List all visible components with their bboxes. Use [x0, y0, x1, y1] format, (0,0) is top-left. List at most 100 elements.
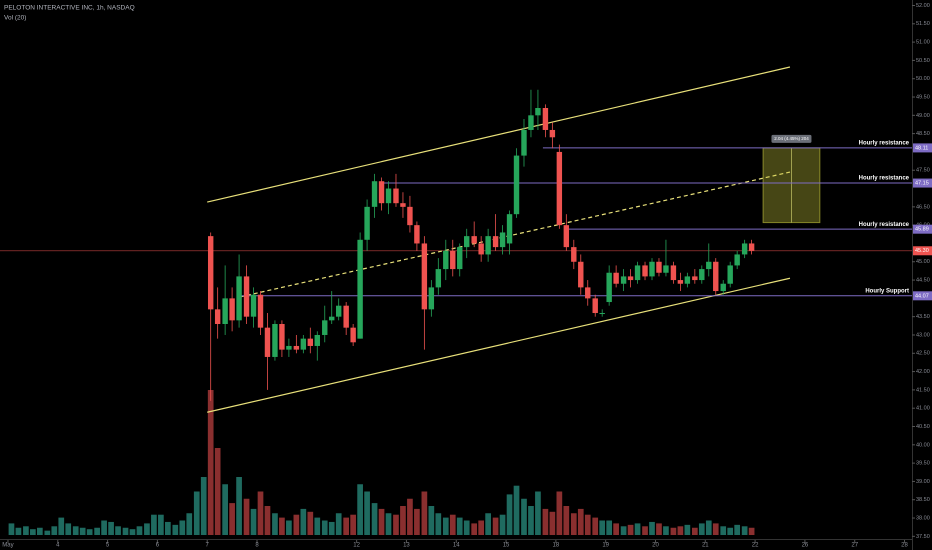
volume-bar	[15, 527, 22, 535]
candle-body	[314, 334, 320, 346]
candle-body	[250, 294, 257, 317]
candle-body	[457, 247, 463, 270]
volume-bar	[670, 527, 677, 535]
candle-body	[677, 280, 684, 284]
volume-bar	[293, 514, 300, 535]
candle-body	[478, 243, 484, 255]
x-tick-label: 22	[752, 543, 759, 549]
candle-body	[656, 261, 662, 273]
volume-bar	[72, 526, 79, 535]
x-tick-label: 12	[353, 543, 360, 549]
y-tick-label: 40.00	[916, 442, 930, 448]
level-text: Hourly Support	[865, 288, 909, 294]
indicator-label: Vol (20)	[4, 15, 26, 22]
x-tick-label: 7	[206, 543, 210, 549]
volume-bar	[51, 526, 58, 535]
volume-bar	[8, 523, 15, 535]
volume-bar	[414, 508, 420, 535]
candle-body	[350, 327, 356, 343]
candle-body	[421, 243, 428, 310]
volume-bar	[37, 527, 43, 535]
volume-bar	[741, 526, 748, 535]
candle-body	[443, 250, 449, 270]
level-text: Hourly resistance	[859, 176, 910, 182]
candle-body	[492, 236, 499, 248]
volume-bar	[606, 520, 613, 535]
candle-body	[549, 129, 556, 138]
candle-body	[649, 261, 655, 277]
candle-body	[734, 254, 740, 266]
x-tick-label: 27	[851, 543, 858, 549]
candle-body	[613, 272, 619, 284]
candle-body	[670, 265, 677, 281]
y-tick-label: 52.00	[916, 3, 930, 9]
level-price-label: 44.07	[915, 293, 929, 299]
candle-body	[357, 239, 363, 339]
volume-bar	[393, 514, 399, 535]
candle-body	[620, 276, 627, 284]
volume-bar	[656, 523, 662, 535]
volume-bar	[44, 530, 51, 535]
volume-bar	[300, 508, 307, 535]
volume-bar	[535, 491, 541, 535]
candle-body	[214, 309, 221, 324]
x-tick-label: 28	[901, 543, 908, 549]
volume-bar	[506, 494, 513, 535]
candle-body	[642, 265, 648, 277]
candle-body	[471, 236, 477, 244]
volume-bar	[456, 517, 463, 535]
volume-bar	[613, 523, 619, 535]
candle-body	[393, 188, 399, 204]
volume-bar	[264, 506, 271, 535]
candle-body	[599, 313, 605, 315]
volume-bar	[677, 526, 684, 535]
x-tick-label: 6	[156, 543, 160, 549]
candle-body	[571, 247, 577, 262]
y-tick-label: 45.00	[916, 259, 930, 265]
x-tick-label: 18	[553, 543, 560, 549]
candle-body	[542, 108, 549, 130]
candle-body	[243, 276, 250, 317]
x-tick-label: 5	[106, 543, 110, 549]
chart-title: PELOTON INTERACTIVE INC, 1h, NASDAQ	[4, 5, 135, 12]
volume-bar	[720, 526, 727, 535]
volume-bar	[165, 521, 171, 535]
volume-bar	[314, 517, 321, 535]
candle-body	[521, 129, 527, 156]
candle-body	[606, 272, 612, 303]
volume-bar	[592, 517, 599, 535]
y-tick-label: 41.00	[916, 406, 930, 412]
volume-bar	[350, 514, 356, 535]
candle-body	[414, 225, 420, 244]
y-tick-label: 46.50	[916, 204, 930, 210]
y-tick-label: 39.50	[916, 461, 930, 467]
volume-bar	[272, 513, 278, 535]
volume-bar	[400, 506, 406, 535]
volume-bar	[328, 521, 335, 535]
y-tick-label: 38.50	[916, 497, 930, 503]
volume-bar	[698, 523, 705, 535]
x-tick-label: 14	[453, 543, 460, 549]
candle-body	[748, 243, 755, 251]
candle-body	[578, 261, 584, 288]
x-tick-label: 26	[802, 543, 809, 549]
volume-bar	[528, 506, 534, 535]
candle-body	[499, 232, 506, 248]
volume-bar	[214, 448, 221, 535]
volume-bar	[584, 514, 591, 535]
volume-bar	[243, 498, 250, 535]
volume-bar	[599, 520, 606, 535]
volume-bar	[428, 506, 435, 535]
x-tick-label: 21	[702, 543, 709, 549]
candle-body	[385, 188, 392, 204]
candle-body	[727, 265, 733, 284]
candle-body	[293, 345, 300, 350]
volume-bar	[335, 513, 342, 535]
level-price-box	[913, 291, 932, 301]
candle-body	[428, 287, 435, 310]
volume-bar	[86, 529, 93, 535]
volume-bar	[193, 491, 200, 535]
volume-bar	[620, 526, 627, 535]
candle-body	[400, 203, 406, 207]
